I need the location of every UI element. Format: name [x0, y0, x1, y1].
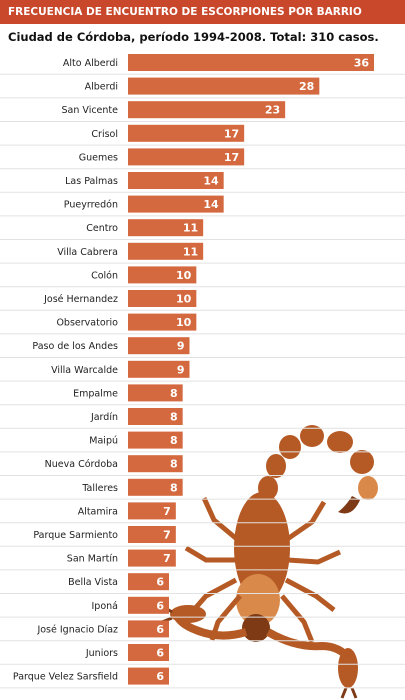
category-label: Paso de los Andes — [32, 341, 118, 352]
category-label: Iponá — [92, 601, 119, 612]
category-label: Alberdi — [85, 82, 118, 93]
category-label: Altamira — [78, 506, 118, 517]
value-label: 10 — [176, 269, 192, 282]
bar — [128, 644, 169, 661]
value-label: 6 — [156, 576, 164, 589]
scorpion-illustration — [161, 425, 378, 699]
value-label: 6 — [156, 599, 164, 612]
chart-title: FRECUENCIA DE ENCUENTRO DE ESCORPIONES P… — [0, 0, 405, 24]
bar — [128, 502, 176, 520]
value-label: 17 — [224, 151, 239, 164]
category-label: Jardín — [90, 412, 118, 423]
bar — [128, 549, 176, 567]
value-label: 6 — [156, 670, 164, 683]
bar — [128, 431, 183, 449]
value-label: 8 — [170, 458, 178, 471]
value-label: 6 — [156, 623, 164, 636]
category-label: Empalme — [73, 388, 118, 399]
value-label: 23 — [265, 104, 280, 117]
bar — [128, 408, 183, 425]
category-label: Pueyrredón — [64, 200, 118, 211]
bar — [128, 172, 224, 189]
bar — [128, 266, 197, 284]
value-label: 17 — [224, 127, 239, 140]
value-label: 10 — [176, 293, 192, 306]
bar — [128, 195, 224, 213]
value-label: 14 — [203, 198, 219, 211]
value-label: 7 — [163, 529, 171, 542]
value-label: 7 — [163, 552, 171, 565]
category-label: Observatorio — [56, 318, 118, 329]
value-label: 9 — [177, 363, 185, 376]
category-label: San Martín — [67, 554, 118, 565]
bar — [128, 620, 169, 638]
value-label: 8 — [170, 434, 178, 447]
bar — [128, 596, 169, 614]
value-label: 10 — [176, 316, 192, 329]
value-label: 14 — [203, 175, 219, 188]
bar — [128, 337, 190, 355]
bar — [128, 219, 204, 237]
bar — [128, 313, 197, 331]
bar — [128, 124, 245, 142]
bar — [128, 455, 183, 473]
category-label: Colón — [91, 270, 118, 281]
category-label: Parque Velez Sarsfield — [13, 672, 118, 683]
value-label: 36 — [354, 57, 370, 70]
category-label: Las Palmas — [65, 176, 118, 187]
value-label: 7 — [163, 505, 171, 518]
value-label: 28 — [299, 80, 314, 93]
bar — [128, 148, 245, 166]
category-label: Villa Warcalde — [51, 365, 118, 376]
bar — [128, 77, 320, 95]
category-label: Maipú — [89, 436, 118, 447]
bar — [128, 526, 176, 543]
category-label: San Vicente — [62, 105, 119, 116]
bar — [128, 573, 169, 591]
bar — [128, 290, 197, 307]
category-label: Centro — [86, 223, 118, 234]
category-label: Crisol — [91, 129, 118, 140]
category-label: José Hernandez — [43, 294, 118, 305]
value-label: 9 — [177, 340, 185, 353]
category-label: Guemes — [79, 152, 118, 163]
bar — [128, 101, 286, 119]
category-label: Juniors — [85, 648, 118, 659]
category-label: Alto Alberdi — [63, 58, 118, 69]
value-label: 8 — [170, 387, 178, 400]
bar — [128, 54, 374, 71]
category-label: Talleres — [81, 483, 118, 494]
bar — [128, 242, 204, 260]
bar — [128, 667, 169, 685]
bar — [128, 384, 183, 402]
category-label: Nueva Córdoba — [45, 459, 118, 470]
category-label: Parque Sarmiento — [33, 530, 118, 541]
category-label: Villa Cabrera — [57, 247, 118, 258]
value-label: 11 — [183, 245, 198, 258]
value-label: 11 — [183, 222, 198, 235]
category-label: José Ignacio Díaz — [36, 624, 118, 635]
bar — [128, 360, 190, 378]
value-label: 8 — [170, 481, 178, 494]
chart-subtitle: Ciudad de Córdoba, período 1994-2008. To… — [8, 30, 379, 44]
value-label: 8 — [170, 411, 178, 424]
category-label: Bella Vista — [68, 577, 118, 588]
value-label: 6 — [156, 647, 164, 660]
bar — [128, 478, 183, 496]
